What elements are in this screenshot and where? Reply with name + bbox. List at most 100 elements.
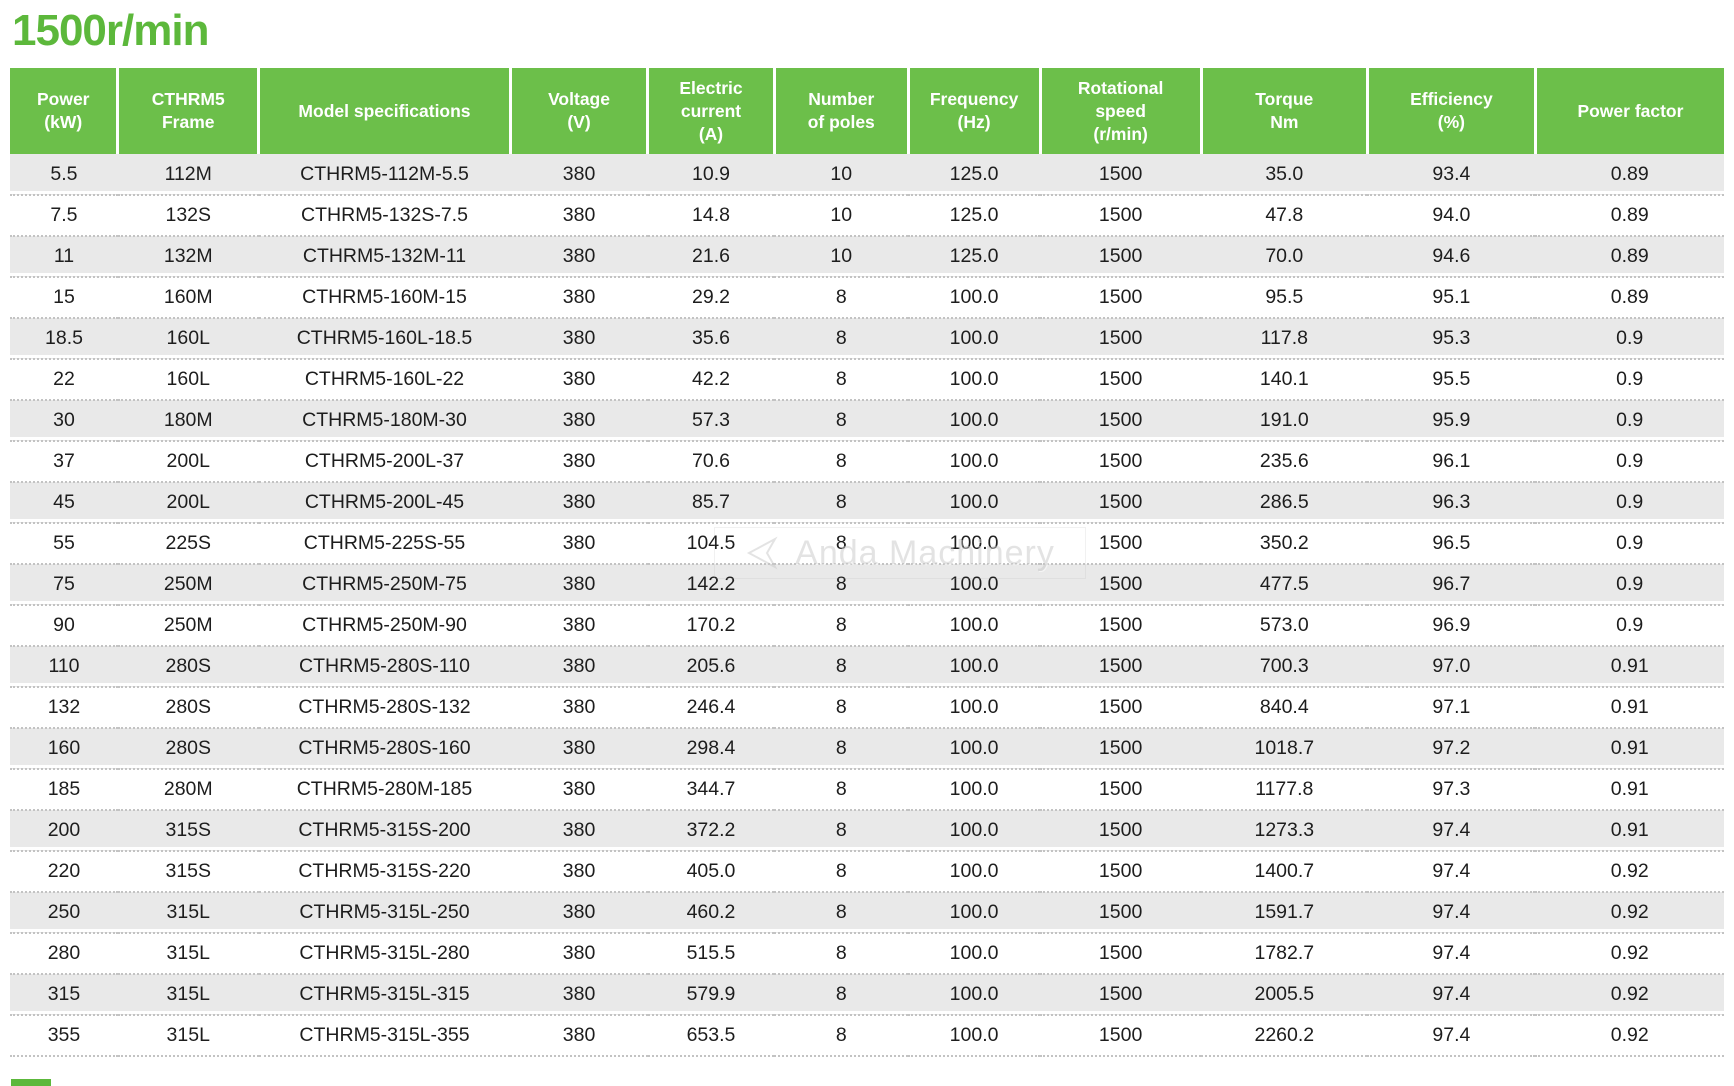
- cell: 0.89: [1535, 236, 1724, 279]
- cell: CTHRM5-112M-5.5: [258, 154, 511, 197]
- partial-next-section-bar: [11, 1079, 51, 1086]
- cell: 10: [774, 195, 909, 238]
- cell: 1400.7: [1201, 851, 1368, 894]
- cell: CTHRM5-315S-220: [258, 851, 511, 894]
- cell: 160M: [117, 277, 259, 320]
- cell: 380: [510, 728, 648, 771]
- page-title: 1500r/min: [12, 6, 209, 55]
- table-row: 30 180M CTHRM5-180M-30 380 57.3 8 100.0 1500 191…: [10, 400, 1724, 443]
- cell: CTHRM5-315L-280: [258, 933, 511, 976]
- table-row: 18.5 160L CTHRM5-160L-18.5 380 35.6 8 100.0 150…: [10, 318, 1724, 361]
- cell: 0.91: [1535, 810, 1724, 853]
- cell: 380: [510, 277, 648, 320]
- cell: 8: [774, 523, 909, 566]
- cell: 315S: [117, 810, 259, 853]
- cell: 97.1: [1367, 687, 1536, 730]
- cell: 93.4: [1367, 154, 1536, 197]
- cell: 0.91: [1535, 769, 1724, 812]
- cell: 0.92: [1535, 851, 1724, 894]
- cell: 22: [10, 359, 118, 402]
- cell: 1500: [1040, 195, 1202, 238]
- cell: 132S: [117, 195, 259, 238]
- cell: 1500: [1040, 564, 1202, 607]
- cell: 344.7: [647, 769, 775, 812]
- cell: 100.0: [908, 359, 1041, 402]
- cell: 2005.5: [1201, 974, 1368, 1017]
- cell: CTHRM5-315L-315: [258, 974, 511, 1017]
- column-header-8: Rotational speed (r/min): [1040, 68, 1203, 155]
- cell: 97.4: [1367, 851, 1536, 894]
- cell: 0.9: [1535, 482, 1724, 525]
- cell: 280S: [117, 728, 259, 771]
- cell: 280: [10, 933, 118, 976]
- cell: 8: [774, 851, 909, 894]
- cell: 185: [10, 769, 118, 812]
- cell: 380: [510, 318, 648, 361]
- cell: CTHRM5-180M-30: [258, 400, 511, 443]
- cell: 225S: [117, 523, 259, 566]
- cell: 380: [510, 359, 648, 402]
- cell: 95.3: [1367, 318, 1536, 361]
- cell: 75: [10, 564, 118, 607]
- cell: 10: [774, 154, 909, 197]
- cell: 142.2: [647, 564, 775, 607]
- cell: 8: [774, 359, 909, 402]
- cell: 0.9: [1535, 523, 1724, 566]
- cell: 250M: [117, 605, 259, 648]
- cell: CTHRM5-250M-90: [258, 605, 511, 648]
- cell: 1500: [1040, 933, 1202, 976]
- cell: 1500: [1040, 277, 1202, 320]
- cell: 100.0: [908, 1015, 1041, 1058]
- cell: 315S: [117, 851, 259, 894]
- cell: 100.0: [908, 277, 1041, 320]
- table-row: 185 280M CTHRM5-280M-185 380 344.7 8 100.0 1500…: [10, 769, 1724, 812]
- cell: 380: [510, 236, 648, 279]
- cell: 200L: [117, 441, 259, 484]
- cell: 380: [510, 933, 648, 976]
- cell: 35.0: [1201, 154, 1368, 197]
- cell: 280M: [117, 769, 259, 812]
- cell: 380: [510, 154, 648, 197]
- cell: 0.9: [1535, 605, 1724, 648]
- cell: 30: [10, 400, 118, 443]
- cell: 350.2: [1201, 523, 1368, 566]
- cell: 55: [10, 523, 118, 566]
- cell: 315L: [117, 1015, 259, 1058]
- cell: 110: [10, 646, 118, 689]
- cell: 125.0: [908, 154, 1041, 197]
- cell: 125.0: [908, 236, 1041, 279]
- cell: CTHRM5-132S-7.5: [258, 195, 511, 238]
- table-row: 90 250M CTHRM5-250M-90 380 170.2 8 100.0 1500 57…: [10, 605, 1724, 648]
- cell: 380: [510, 605, 648, 648]
- cell: 0.9: [1535, 400, 1724, 443]
- cell: 380: [510, 687, 648, 730]
- cell: 160: [10, 728, 118, 771]
- cell: 97.4: [1367, 892, 1536, 935]
- column-header-6: Number of poles: [774, 68, 910, 155]
- cell: 0.92: [1535, 1015, 1724, 1058]
- cell: 515.5: [647, 933, 775, 976]
- cell: 1500: [1040, 482, 1202, 525]
- cell: 220: [10, 851, 118, 894]
- column-header-4: Voltage (V): [510, 68, 650, 155]
- cell: 21.6: [647, 236, 775, 279]
- cell: 8: [774, 441, 909, 484]
- cell: 579.9: [647, 974, 775, 1017]
- cell: 250M: [117, 564, 259, 607]
- column-header-9: Torque Nm: [1201, 68, 1369, 155]
- cell: 7.5: [10, 195, 118, 238]
- cell: 100.0: [908, 728, 1041, 771]
- column-header-5: Electric current (A): [647, 68, 776, 155]
- cell: 47.8: [1201, 195, 1368, 238]
- cell: 104.5: [647, 523, 775, 566]
- table-row: 315 315L CTHRM5-315L-315 380 579.9 8 100.0 1500…: [10, 974, 1724, 1017]
- cell: 97.0: [1367, 646, 1536, 689]
- cell: 85.7: [647, 482, 775, 525]
- cell: CTHRM5-280S-160: [258, 728, 511, 771]
- cell: 315L: [117, 974, 259, 1017]
- cell: 37: [10, 441, 118, 484]
- cell: 380: [510, 851, 648, 894]
- cell: 5.5: [10, 154, 118, 197]
- header-row: Power (kW) CTHRM5 Frame Model specificatio…: [10, 68, 1724, 155]
- cell: 380: [510, 646, 648, 689]
